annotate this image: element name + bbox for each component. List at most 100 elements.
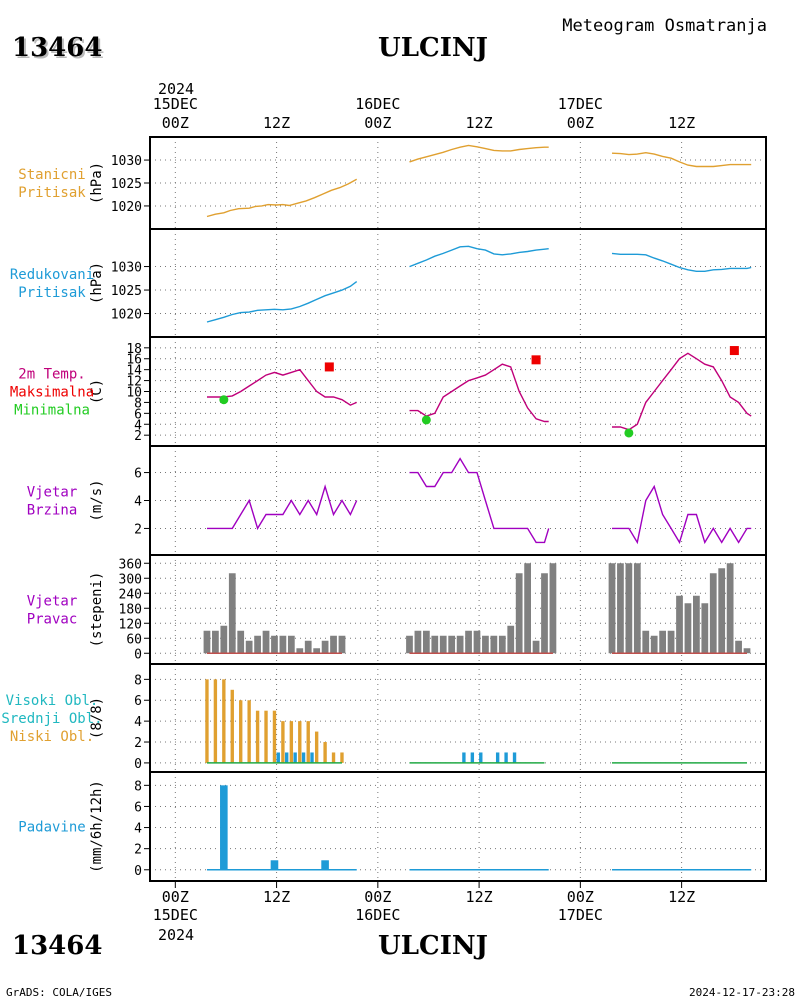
series-line xyxy=(611,252,752,272)
bar xyxy=(617,563,624,654)
panels: 102010251030(hPa)StanicniPritisak1020102… xyxy=(1,136,767,882)
bar xyxy=(331,752,336,763)
bar xyxy=(490,635,498,654)
bar xyxy=(289,721,294,763)
panel-legend-line: Srednji Obl. xyxy=(1,711,102,727)
y-tick-label: 2 xyxy=(134,429,142,444)
min-temp-marker xyxy=(421,415,431,425)
bar xyxy=(264,710,268,763)
bar xyxy=(498,635,506,654)
bottom-hour-label: 12Z xyxy=(466,888,493,906)
top-hour-label: 12Z xyxy=(263,114,290,132)
bar xyxy=(237,630,245,654)
meteogram-subtitle: Meteogram Osmatranja xyxy=(562,16,767,36)
y-tick-label: 6 xyxy=(134,467,142,482)
bar xyxy=(310,752,314,763)
panel-brzina: 2 4 6 (m/s) Vjetar Brzina xyxy=(27,445,767,556)
y-axis-label: (stepeni) xyxy=(89,572,105,648)
bar xyxy=(507,625,515,654)
bar xyxy=(314,731,319,763)
panel-frame xyxy=(149,336,767,447)
bar xyxy=(650,635,658,654)
bar xyxy=(512,752,517,763)
y-tick-label: 180 xyxy=(119,602,142,617)
bar xyxy=(228,573,236,654)
panel-padavine: 0 2 4 6 8 (mm/6h/12h)Padavine xyxy=(18,771,767,882)
bottom-hour-label: 12Z xyxy=(263,888,290,906)
bar xyxy=(448,635,456,654)
y-tick-label: 120 xyxy=(119,617,142,632)
bar xyxy=(549,563,557,654)
series-line xyxy=(612,352,752,431)
series-line xyxy=(206,178,358,218)
panel-frame xyxy=(149,228,767,338)
max-temp-marker xyxy=(531,355,541,365)
station-id-top: 13464 xyxy=(12,33,102,63)
series-line xyxy=(409,144,549,163)
station-name-bottom: ULCINJ xyxy=(378,931,488,961)
bar xyxy=(313,648,321,654)
top-date-label: 16DEC xyxy=(355,95,400,113)
top-date-label: 17DEC xyxy=(558,95,603,113)
bar xyxy=(205,679,209,763)
y-tick-label: 60 xyxy=(126,632,142,647)
y-tick-label: 2 xyxy=(134,736,142,751)
bar xyxy=(323,742,327,763)
bar xyxy=(524,563,531,654)
bar xyxy=(254,635,261,654)
bar xyxy=(340,752,344,763)
panel-legend-line: Niski Obl. xyxy=(10,729,94,745)
bottom-date-label: 16DEC xyxy=(355,906,400,924)
series-line xyxy=(207,484,358,531)
bar xyxy=(676,595,683,654)
series-line xyxy=(409,457,550,544)
bar xyxy=(321,860,329,870)
panel-legend-line: Maksimalna xyxy=(10,385,94,401)
bar xyxy=(431,635,439,654)
bar xyxy=(482,635,489,654)
y-tick-label: 1030 xyxy=(111,154,142,169)
y-tick-label: 1020 xyxy=(111,200,142,215)
y-tick-label: 0 xyxy=(134,864,142,879)
bar xyxy=(255,710,260,763)
bar xyxy=(515,573,523,654)
bottom-hour-label: 00Z xyxy=(364,888,391,906)
bar xyxy=(272,710,277,763)
bar xyxy=(293,752,297,763)
bar xyxy=(338,635,346,654)
y-tick-label: 1020 xyxy=(111,308,142,323)
bar xyxy=(222,679,226,763)
y-tick-label: 2 xyxy=(134,522,142,537)
y-tick-label: 6 xyxy=(134,800,142,815)
bar xyxy=(495,752,500,763)
y-tick-label: 4 xyxy=(134,495,142,510)
bar xyxy=(470,752,475,763)
bar xyxy=(709,573,717,654)
y-tick-label: 10 xyxy=(126,386,142,401)
bar xyxy=(276,752,280,763)
series-line xyxy=(409,245,549,268)
station-id-bottom: 13464 xyxy=(12,931,102,961)
bar xyxy=(281,721,285,763)
bottom-hour-label: 00Z xyxy=(567,888,594,906)
year-bottom: 2024 xyxy=(158,926,194,944)
bottom-hour-label: 12Z xyxy=(668,888,695,906)
y-tick-label: 240 xyxy=(119,587,142,602)
top-hour-label: 12Z xyxy=(668,114,695,132)
min-temp-marker xyxy=(624,428,634,438)
y-tick-label: 4 xyxy=(134,822,142,837)
bar xyxy=(659,630,667,654)
panel-legend-line: Vjetar xyxy=(27,594,78,610)
y-tick-label: 6 xyxy=(134,407,142,422)
bar xyxy=(456,635,464,654)
panel-legend-line: Pritisak xyxy=(18,285,86,301)
bar xyxy=(462,752,466,763)
bar xyxy=(301,752,306,763)
bar xyxy=(422,630,430,654)
y-tick-label: 2 xyxy=(134,843,142,858)
bar xyxy=(726,563,734,654)
bar xyxy=(473,630,481,654)
bar xyxy=(245,640,253,654)
